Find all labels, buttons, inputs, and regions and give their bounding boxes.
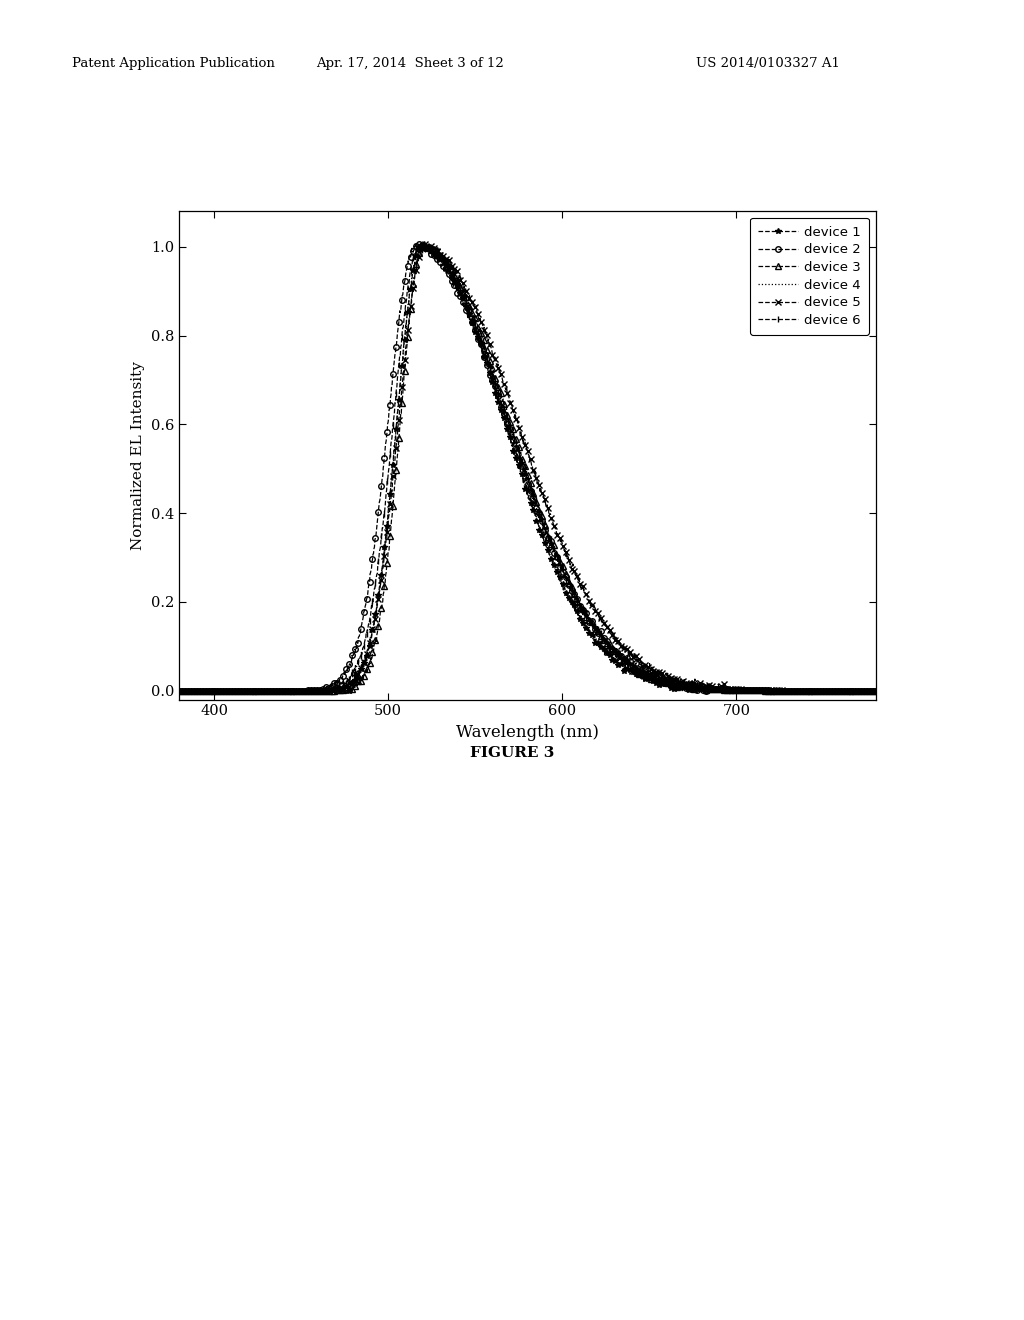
device 1 [242,682,254,698]
device 5 [419,234,431,249]
device 1 [417,236,429,252]
Legend: device 1, device 2, device 3, device 4, device 5, device 6: device 1, device 2, device 3, device 4, … [751,218,869,335]
device 1 [467,317,479,333]
Line: device 5: device 5 [159,239,896,693]
Text: FIGURE 3: FIGURE 3 [470,746,554,760]
device 4 [242,682,254,698]
device 5 [887,682,899,698]
device 2 [212,682,224,698]
device 2 [572,594,585,610]
device 1 [496,401,508,417]
device 6 [887,682,899,698]
device 2 [415,235,427,251]
device 4 [572,609,585,624]
device 4 [481,362,494,378]
device 3 [156,682,168,698]
device 2 [467,315,479,331]
device 5 [495,368,507,384]
device 6 [413,236,425,252]
device 6 [467,313,479,329]
device 4 [156,682,168,698]
device 4 [466,317,478,333]
device 2 [321,682,333,698]
device 3 [242,682,254,698]
device 3 [212,682,224,698]
device 1 [337,682,349,698]
device 2 [156,682,168,698]
device 3 [572,593,585,609]
device 6 [482,354,495,370]
device 5 [212,682,224,698]
device 1 [572,609,585,624]
device 4 [681,682,693,698]
Text: US 2014/0103327 A1: US 2014/0103327 A1 [695,57,840,70]
device 2 [887,682,899,698]
device 6 [212,682,224,698]
Line: device 3: device 3 [159,242,896,693]
device 4 [495,401,507,417]
device 1 [156,682,168,698]
device 3 [345,682,357,698]
device 1 [212,682,224,698]
device 3 [496,384,508,400]
device 3 [415,236,427,252]
device 3 [467,308,479,323]
Line: device 2: device 2 [159,240,896,693]
Text: Patent Application Publication: Patent Application Publication [72,57,274,70]
device 4 [212,682,224,698]
device 2 [242,682,254,698]
device 6 [242,682,254,698]
device 3 [887,682,899,698]
device 1 [887,682,899,698]
device 5 [242,682,254,698]
X-axis label: Wavelength (nm): Wavelength (nm) [456,723,599,741]
device 4 [887,682,899,698]
Line: device 4: device 4 [162,246,893,690]
device 6 [156,682,168,698]
device 1 [482,363,495,379]
device 3 [482,350,495,366]
device 5 [718,682,730,698]
device 5 [572,570,585,586]
device 5 [156,682,168,698]
device 2 [482,359,495,375]
device 6 [572,593,585,609]
Text: Apr. 17, 2014  Sheet 3 of 12: Apr. 17, 2014 Sheet 3 of 12 [315,57,504,70]
Y-axis label: Normalized EL Intensity: Normalized EL Intensity [131,360,145,550]
device 6 [332,682,344,698]
Line: device 6: device 6 [159,240,896,694]
device 6 [496,396,508,412]
device 2 [496,400,508,416]
device 5 [481,330,494,346]
device 5 [466,296,478,312]
Line: device 1: device 1 [159,242,896,693]
device 4 [415,238,427,253]
